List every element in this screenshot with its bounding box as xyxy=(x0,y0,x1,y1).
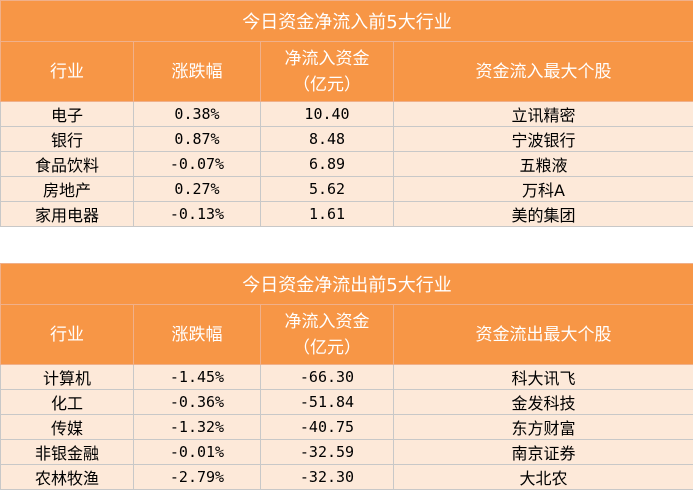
top-stock-cell: 东方财富 xyxy=(392,414,693,440)
change-cell: -1.45% xyxy=(133,364,261,390)
table-row: 食品饮料 -0.07% 6.89 五粮液 xyxy=(0,151,693,177)
change-cell: -0.07% xyxy=(133,151,261,177)
inflow-table: 今日资金净流入前5大行业 行业 涨跌幅 净流入资金 （亿元） 资金流入最大个股 电… xyxy=(0,0,693,227)
industry-cell: 化工 xyxy=(0,389,134,415)
unit-label: （亿元） xyxy=(293,74,361,95)
col-header-net-amount: 净流入资金 （亿元） xyxy=(260,304,394,365)
top-stock-cell: 宁波银行 xyxy=(392,126,693,152)
net-amount-cell: -40.75 xyxy=(260,414,394,440)
col-header-net-amount: 净流入资金 （亿元） xyxy=(260,41,394,102)
top-stock-cell: 大北农 xyxy=(392,464,693,490)
table-row: 化工 -0.36% -51.84 金发科技 xyxy=(0,389,693,415)
outflow-header-row: 行业 涨跌幅 净流入资金 （亿元） 资金流出最大个股 xyxy=(0,304,693,365)
table-row: 非银金融 -0.01% -32.59 南京证券 xyxy=(0,439,693,465)
industry-cell: 农林牧渔 xyxy=(0,464,134,490)
industry-cell: 房地产 xyxy=(0,176,134,202)
table-row: 银行 0.87% 8.48 宁波银行 xyxy=(0,126,693,152)
net-amount-cell: 5.62 xyxy=(260,176,394,202)
top-stock-cell: 万科A xyxy=(392,176,693,202)
industry-cell: 家用电器 xyxy=(0,201,134,227)
change-cell: -0.36% xyxy=(133,389,261,415)
industry-cell: 非银金融 xyxy=(0,439,134,465)
change-cell: 0.27% xyxy=(133,176,261,202)
net-amount-label: 净流入资金 xyxy=(284,311,370,332)
table-row: 计算机 -1.45% -66.30 科大讯飞 xyxy=(0,364,693,390)
outflow-table: 今日资金净流出前5大行业 行业 涨跌幅 净流入资金 （亿元） 资金流出最大个股 计… xyxy=(0,263,693,490)
top-stock-cell: 立讯精密 xyxy=(392,101,693,127)
inflow-table-title: 今日资金净流入前5大行业 xyxy=(0,0,693,42)
net-amount-cell: -32.59 xyxy=(260,439,394,465)
top-stock-cell: 科大讯飞 xyxy=(392,364,693,390)
industry-cell: 食品饮料 xyxy=(0,151,134,177)
net-amount-cell: -51.84 xyxy=(260,389,394,415)
outflow-table-title: 今日资金净流出前5大行业 xyxy=(0,263,693,305)
change-cell: -0.13% xyxy=(133,201,261,227)
top-stock-cell: 五粮液 xyxy=(392,151,693,177)
change-cell: -0.01% xyxy=(133,439,261,465)
net-amount-cell: 8.48 xyxy=(260,126,394,152)
table-row: 电子 0.38% 10.40 立讯精密 xyxy=(0,101,693,127)
change-cell: -1.32% xyxy=(133,414,261,440)
inflow-header-row: 行业 涨跌幅 净流入资金 （亿元） 资金流入最大个股 xyxy=(0,41,693,102)
change-cell: -2.79% xyxy=(133,464,261,490)
col-header-industry: 行业 xyxy=(0,304,134,365)
net-amount-cell: -66.30 xyxy=(260,364,394,390)
col-header-change: 涨跌幅 xyxy=(133,304,261,365)
top-stock-cell: 美的集团 xyxy=(392,201,693,227)
industry-cell: 电子 xyxy=(0,101,134,127)
table-row: 传媒 -1.32% -40.75 东方财富 xyxy=(0,414,693,440)
net-amount-cell: 10.40 xyxy=(260,101,394,127)
change-cell: 0.38% xyxy=(133,101,261,127)
col-header-change: 涨跌幅 xyxy=(133,41,261,102)
industry-cell: 银行 xyxy=(0,126,134,152)
col-header-top-stock: 资金流入最大个股 xyxy=(392,41,693,102)
change-cell: 0.87% xyxy=(133,126,261,152)
unit-label: （亿元） xyxy=(293,337,361,358)
net-amount-cell: 1.61 xyxy=(260,201,394,227)
top-stock-cell: 金发科技 xyxy=(392,389,693,415)
table-row: 房地产 0.27% 5.62 万科A xyxy=(0,176,693,202)
net-amount-cell: -32.30 xyxy=(260,464,394,490)
col-header-top-stock: 资金流出最大个股 xyxy=(392,304,693,365)
table-gap xyxy=(0,243,693,263)
table-row: 农林牧渔 -2.79% -32.30 大北农 xyxy=(0,464,693,490)
top-stock-cell: 南京证券 xyxy=(392,439,693,465)
table-row: 家用电器 -0.13% 1.61 美的集团 xyxy=(0,201,693,227)
net-amount-cell: 6.89 xyxy=(260,151,394,177)
net-amount-label: 净流入资金 xyxy=(284,48,370,69)
col-header-industry: 行业 xyxy=(0,41,134,102)
industry-cell: 传媒 xyxy=(0,414,134,440)
industry-cell: 计算机 xyxy=(0,364,134,390)
